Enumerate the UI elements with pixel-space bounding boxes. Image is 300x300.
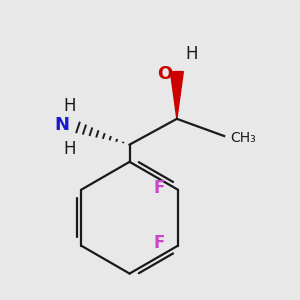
Text: H: H bbox=[63, 97, 76, 115]
Text: F: F bbox=[154, 235, 165, 253]
Text: F: F bbox=[154, 178, 165, 196]
Text: CH₃: CH₃ bbox=[231, 131, 256, 145]
Text: H: H bbox=[63, 140, 76, 158]
Text: N: N bbox=[54, 116, 69, 134]
Text: H: H bbox=[185, 45, 198, 63]
Polygon shape bbox=[170, 72, 183, 119]
Text: O: O bbox=[157, 65, 172, 83]
